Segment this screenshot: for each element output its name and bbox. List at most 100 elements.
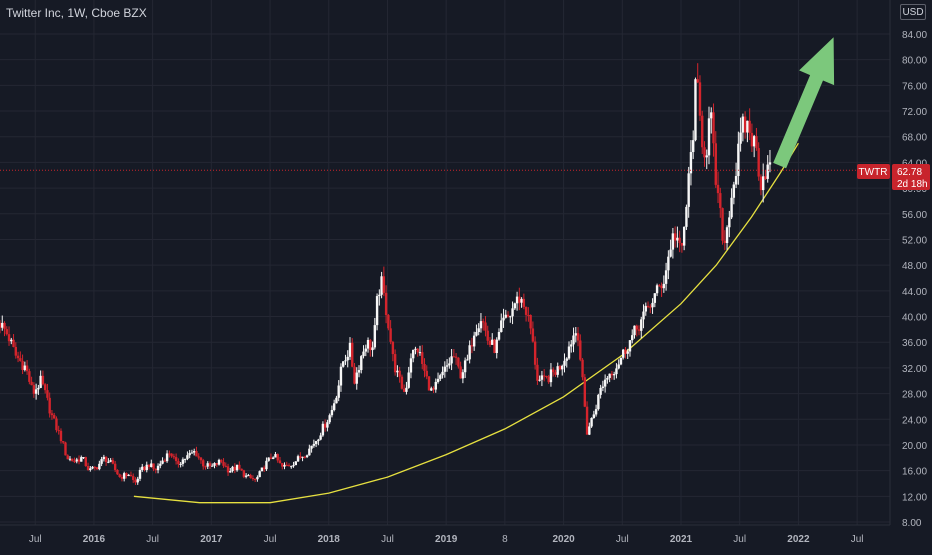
candle-body [233,466,237,471]
candle-body [694,79,697,141]
candle-body [567,346,571,359]
candle-body [565,358,568,361]
candle-body [335,397,338,404]
candle-body [619,357,623,365]
candle-body [93,466,97,468]
candle-body [235,464,239,471]
candle-body [380,276,383,295]
candle-body [482,321,485,323]
candle-body [77,459,81,462]
currency-button[interactable]: USD [900,4,926,20]
time-tick-label: 2022 [787,534,810,545]
candle-body [159,463,162,466]
candle-body [28,371,31,382]
trend-curve [133,142,799,504]
candle-body [109,460,112,462]
candle-body [495,339,498,353]
candle-body [37,387,40,390]
candle-body [177,461,180,465]
candle-body [68,458,72,460]
candle-body [229,471,232,473]
candle-body [421,352,424,364]
candle-body [617,364,620,369]
candle-body [64,442,67,456]
candle-body [644,305,647,312]
candle-body [398,370,401,377]
candle-body [66,455,69,460]
candle-body [649,306,652,308]
candle-body [23,365,27,370]
candle-body [86,466,90,470]
candle-body [276,454,279,461]
candle-body [556,366,559,375]
candle-body [524,306,528,315]
candle-body [339,366,343,386]
candle-body [750,132,754,147]
candle-body [256,477,259,480]
candle-body [597,394,600,410]
candle-body [0,322,2,328]
candle-body [281,463,284,467]
time-axis[interactable]: Jul 2016 Jul 2017 Jul 2018 Jul 2019 8 2020 Jul 2021… [29,534,864,545]
candle-body [766,164,769,179]
candle-body [213,463,216,466]
candle-body [509,316,512,318]
candle-body [145,464,148,471]
candle-body [716,184,720,194]
candle-body [98,463,101,470]
time-tick-label: Jul [616,534,629,545]
candle-body [759,176,763,191]
candle-body [653,293,657,303]
candle-body [461,372,465,379]
candle-body [46,390,49,398]
candle-body [506,314,510,317]
candle-body [723,240,727,244]
candle-body [669,249,672,257]
candle-body [572,335,575,345]
candle-body [698,82,702,116]
candle-body [181,459,185,464]
price-tag-bg [892,164,930,190]
candle-body [621,349,625,358]
candle-body [330,410,334,416]
candle-body [405,387,408,392]
candle-body [314,441,318,444]
candle-body [518,296,521,303]
candle-body [12,339,15,347]
candle-body [25,365,29,372]
candle-body [132,476,135,480]
candle-body [741,116,745,133]
candle-body [427,376,431,391]
candle-body [224,465,227,467]
candle-body [129,474,133,477]
candle-body [317,439,320,442]
candle-body [454,356,458,358]
time-tick-label: 2020 [552,534,575,545]
candle-body [536,364,539,381]
candle-body [30,381,33,386]
candle-body [5,329,8,335]
candle-body [491,339,494,345]
candle-body [262,467,266,470]
ticker-tag-bg [857,164,890,179]
candle-body [226,466,230,473]
candle-body [581,359,584,378]
candle-body [739,132,742,144]
candle-body [122,473,126,479]
candle-body [624,349,627,354]
candle-body [719,193,722,209]
candle-body [73,461,76,463]
candle-body [147,464,151,468]
candle-body [274,454,277,458]
candle-body [504,314,507,318]
last-price-label: 62.78 [897,167,922,178]
candle-body [10,339,13,342]
candle-body [488,340,492,345]
candle-body [588,426,591,435]
candle-body [432,388,435,390]
price-tick-label: 8.00 [902,518,922,529]
price-tick-label: 56.00 [902,210,927,221]
